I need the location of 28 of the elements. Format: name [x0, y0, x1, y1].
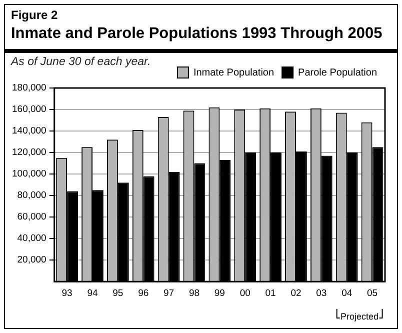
y-tick-label: 100,000 — [12, 168, 46, 180]
chart-subtitle: As of June 30 of each year. — [11, 56, 151, 68]
x-tick-label: 96 — [138, 288, 149, 299]
y-tick-label: 120,000 — [12, 147, 46, 158]
x-tick-label: 04 — [342, 288, 352, 299]
legend-label: Parole Population — [298, 67, 378, 78]
x-tick-label: 98 — [188, 288, 200, 299]
y-tick-label: 40,000 — [17, 233, 46, 244]
y-tick-label: 180,000 — [12, 82, 46, 94]
x-tick-label: 01 — [265, 288, 276, 299]
chart-title: Inmate and Parole Populations 1993 Through 2005 — [11, 25, 382, 43]
y-tick-label: 80,000 — [17, 190, 46, 202]
y-tick-label: 140,000 — [12, 126, 46, 137]
text: Projected — [340, 311, 379, 322]
x-tick-label: 99 — [214, 288, 225, 299]
x-tick-label: 95 — [112, 288, 124, 299]
x-tick-label: 05 — [366, 288, 378, 299]
y-tick-label: 20,000 — [17, 254, 46, 266]
x-tick-label: 03 — [316, 288, 327, 299]
x-tick-label: 94 — [87, 288, 98, 299]
y-tick-label: 160,000 — [12, 104, 46, 116]
x-tick-label: 00 — [240, 288, 250, 299]
caption: Figure 2 — [11, 8, 58, 22]
x-tick-label: 97 — [164, 288, 174, 299]
y-tick-label: 60,000 — [17, 212, 46, 223]
x-tick-label: 02 — [290, 288, 302, 299]
x-tick-label: 93 — [62, 288, 72, 299]
legend-label: Inmate Population — [193, 67, 274, 78]
